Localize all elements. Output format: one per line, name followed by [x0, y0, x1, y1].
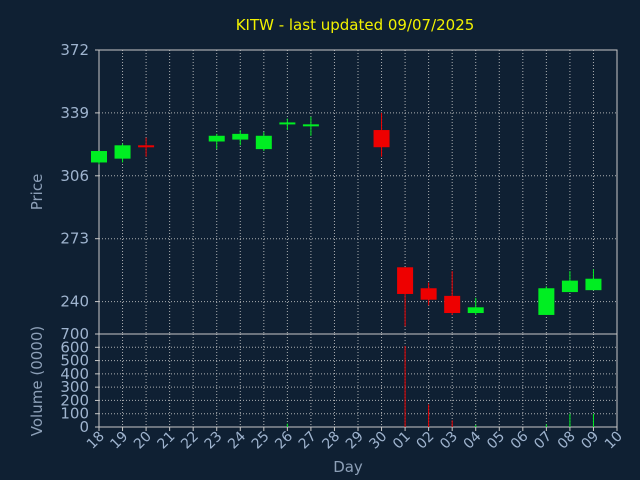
x-tick-label: 02 — [414, 429, 438, 453]
price-panel: 372 339 306 273 240 Price — [28, 41, 618, 335]
candle-up — [302, 116, 319, 136]
candle-up — [467, 297, 484, 315]
x-tick-label: 07 — [531, 429, 555, 453]
x-tick-label: 04 — [461, 428, 485, 452]
volume-tick-label: 600 — [60, 338, 89, 356]
x-tick-label: 21 — [155, 429, 179, 453]
candle-up — [255, 131, 272, 152]
price-tick-label: 372 — [60, 41, 89, 59]
candle-body — [232, 133, 249, 140]
candle-body — [538, 288, 555, 315]
volume-tick-label: 0 — [79, 418, 89, 436]
x-axis-label: Day — [333, 458, 363, 476]
candle-body — [138, 145, 155, 148]
x-tick-label: 01 — [390, 429, 414, 453]
candle-body — [114, 145, 131, 159]
candle-down — [373, 112, 390, 157]
x-tick-label: 08 — [555, 429, 579, 453]
candle-body — [279, 122, 296, 125]
candle-body — [561, 280, 578, 293]
x-tick-label: 22 — [178, 429, 202, 453]
candle-body — [302, 124, 319, 127]
x-tick-label: 05 — [484, 429, 508, 453]
candle-body — [585, 278, 602, 291]
x-tick-label: 19 — [107, 429, 131, 453]
candle-body — [420, 288, 437, 300]
volume-gridlines — [99, 334, 617, 427]
candle-down — [397, 267, 414, 327]
candle-body — [208, 135, 225, 142]
x-tick-label: 23 — [202, 429, 226, 453]
candle-body — [467, 307, 484, 314]
x-tick-label: 26 — [272, 428, 296, 452]
candle-down — [444, 271, 461, 315]
price-y-ticks: 372 339 306 273 240 — [60, 41, 99, 311]
candle-body — [397, 267, 414, 294]
volume-tick-label: 700 — [60, 325, 89, 343]
volume-tick-label: 500 — [60, 352, 89, 370]
price-tick-label: 273 — [60, 230, 89, 248]
candle-up — [208, 133, 225, 150]
candle-up — [114, 143, 131, 163]
candle-body — [91, 151, 107, 163]
x-tick-label: 10 — [602, 429, 626, 453]
candlesticks — [91, 112, 602, 327]
candle-down — [138, 137, 155, 157]
x-tick-label: 28 — [319, 429, 343, 453]
x-tick-label: 06 — [508, 428, 532, 452]
volume-tick-label: 100 — [60, 405, 89, 423]
candle-up — [561, 271, 578, 293]
x-tick-label: 29 — [343, 429, 367, 453]
volume-panel-frame — [98, 333, 618, 428]
volume-tick-label: 300 — [60, 378, 89, 396]
candle-up — [91, 151, 107, 165]
x-axis-ticks: 18 19 20 21 22 23 24 25 26 27 28 29 30 01 02 03 04 05 06 07… — [84, 427, 626, 452]
candle-up — [585, 269, 602, 291]
volume-tick-label: 200 — [60, 391, 89, 409]
price-tick-label: 306 — [60, 167, 89, 185]
x-tick-label: 30 — [366, 429, 390, 453]
volume-tick-label: 400 — [60, 365, 89, 383]
candle-down — [420, 282, 437, 306]
price-gridlines — [99, 50, 617, 334]
price-tick-label: 240 — [60, 293, 89, 311]
candle-up — [279, 118, 296, 131]
candle-up — [538, 286, 555, 315]
volume-bars — [286, 345, 594, 427]
price-tick-label: 339 — [60, 104, 89, 122]
candle-body — [373, 130, 390, 148]
x-tick-label: 24 — [225, 428, 249, 452]
chart-title: KITW - last updated 09/07/2025 — [236, 16, 475, 34]
x-tick-label: 20 — [131, 429, 155, 453]
candle-body — [255, 135, 272, 150]
x-tick-label: 09 — [578, 429, 602, 453]
candle-up — [232, 130, 249, 146]
x-tick-label: 25 — [249, 429, 273, 453]
candle-body — [444, 295, 461, 314]
x-tick-label: 03 — [437, 429, 461, 453]
x-tick-label: 27 — [296, 429, 320, 453]
price-axis-label: Price — [28, 174, 46, 211]
volume-axis-label: Volume (0000) — [28, 326, 46, 436]
